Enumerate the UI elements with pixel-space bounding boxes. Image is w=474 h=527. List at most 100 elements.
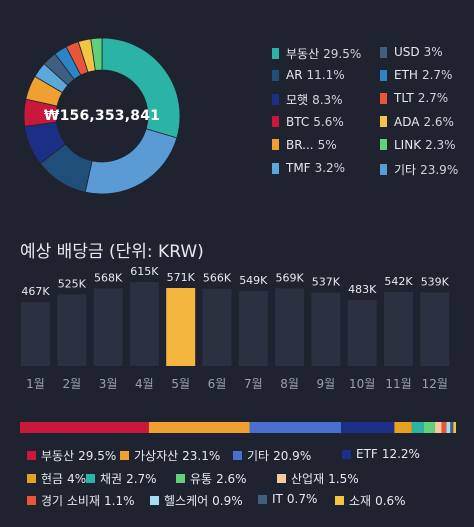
legend-label: 산업재 bbox=[291, 472, 325, 486]
month-tick-label: 3월 bbox=[99, 377, 118, 391]
legend-label: 기타 bbox=[394, 163, 417, 177]
legend-label: BR... bbox=[286, 137, 314, 152]
sector-stacked-bar bbox=[20, 422, 456, 433]
legend-percent: 2.7% bbox=[126, 471, 157, 486]
month-bar bbox=[238, 291, 268, 366]
legend-percent: 3.2% bbox=[314, 161, 346, 175]
sector-segment bbox=[441, 422, 447, 433]
legend-label: TMF bbox=[286, 161, 311, 175]
donut-legend-item: 모햇 8.3% bbox=[272, 91, 343, 108]
sector-segment bbox=[341, 422, 395, 433]
legend-swatch bbox=[86, 474, 95, 483]
legend-swatch bbox=[272, 116, 279, 128]
section-title: 예상 배당금 (단위: KRW) bbox=[20, 242, 204, 262]
bar-value-label: 566K bbox=[203, 272, 232, 285]
legend-swatch bbox=[272, 139, 279, 151]
bar-value-label: 549K bbox=[239, 274, 268, 287]
legend-label: USD bbox=[394, 45, 420, 59]
legend-percent: 23.9% bbox=[420, 162, 459, 177]
donut-legend-item: USD 3% bbox=[380, 45, 443, 59]
sector-segment bbox=[148, 422, 250, 433]
legend-swatch bbox=[120, 451, 129, 460]
legend-percent: 11.1% bbox=[306, 68, 345, 83]
legend-percent: 8.3% bbox=[312, 92, 343, 107]
legend-swatch bbox=[380, 164, 387, 175]
sector-legend-item: 산업재 1.5% bbox=[277, 470, 359, 487]
bar-value-label: 615K bbox=[130, 265, 159, 278]
donut-legend-item: 기타 23.9% bbox=[380, 161, 458, 178]
legend-percent: 23.1% bbox=[182, 448, 221, 463]
sector-segment bbox=[20, 422, 149, 433]
legend-swatch bbox=[27, 496, 36, 505]
month-tick-label: 1월 bbox=[26, 377, 45, 391]
month-tick-label: 2월 bbox=[62, 377, 81, 391]
legend-percent: 2.3% bbox=[425, 137, 456, 152]
legend-percent: 4% bbox=[67, 471, 87, 486]
legend-percent: 29.5% bbox=[78, 448, 117, 463]
donut-legend-item: ADA 2.6% bbox=[380, 115, 454, 129]
month-bar bbox=[384, 291, 413, 366]
sector-segment bbox=[394, 422, 412, 433]
sector-legend-item: 채권 2.7% bbox=[86, 470, 157, 487]
bar-value-label: 539K bbox=[421, 275, 450, 288]
legend-swatch bbox=[380, 139, 387, 151]
legend-swatch bbox=[272, 94, 279, 106]
legend-swatch bbox=[27, 474, 36, 483]
legend-swatch bbox=[380, 46, 387, 58]
legend-label: 부동산 bbox=[41, 449, 75, 463]
sector-legend-item: 현금 4% bbox=[27, 470, 86, 487]
donut-legend-item: 부동산 29.5% bbox=[272, 45, 361, 62]
legend-swatch bbox=[380, 69, 387, 81]
legend-percent: 12.2% bbox=[381, 447, 420, 461]
donut-legend-item: LINK 2.3% bbox=[380, 138, 456, 152]
sector-segment bbox=[249, 422, 342, 433]
legend-swatch bbox=[27, 451, 36, 460]
donut-legend-item: TLT 2.7% bbox=[380, 91, 448, 105]
month-bar bbox=[166, 288, 196, 366]
month-tick-label: 4월 bbox=[135, 377, 154, 391]
donut-total-label: ₩156,353,841 bbox=[43, 108, 161, 124]
legend-percent: 2.6% bbox=[216, 471, 247, 486]
legend-label: TLT bbox=[394, 91, 414, 106]
donut-legend-item: AR 11.1% bbox=[272, 68, 345, 82]
legend-label: 가상자산 bbox=[134, 449, 179, 463]
month-tick-label: 5월 bbox=[171, 377, 190, 391]
bar-value-label: 568K bbox=[94, 271, 123, 284]
legend-label: 부동산 bbox=[286, 47, 320, 61]
month-bar bbox=[93, 288, 123, 366]
sector-legend-item: 가상자산 23.1% bbox=[120, 447, 220, 464]
legend-label: 채권 bbox=[100, 472, 123, 486]
sector-segment bbox=[423, 422, 436, 433]
month-bar bbox=[202, 288, 232, 366]
month-bar bbox=[21, 302, 50, 366]
sector-legend-item: IT 0.7% bbox=[258, 492, 317, 506]
donut-svg bbox=[23, 37, 181, 195]
legend-label: 경기 소비재 bbox=[41, 494, 101, 508]
legend-label: 헬스케어 bbox=[164, 494, 209, 508]
legend-percent: 2.7% bbox=[417, 91, 449, 106]
legend-label: 소재 bbox=[349, 494, 372, 508]
legend-percent: 0.9% bbox=[212, 493, 243, 508]
bar-value-label: 483K bbox=[348, 283, 377, 296]
sector-legend-item: 소재 0.6% bbox=[335, 492, 406, 509]
sector-legend-item: ETF 12.2% bbox=[342, 447, 420, 461]
sector-segment bbox=[435, 422, 442, 433]
legend-label: ETH bbox=[394, 68, 418, 83]
legend-swatch bbox=[335, 496, 344, 505]
legend-swatch bbox=[176, 474, 185, 483]
legend-percent: 3% bbox=[423, 45, 443, 59]
bar-value-label: 571K bbox=[167, 271, 196, 284]
legend-percent: 1.5% bbox=[328, 471, 359, 486]
month-bar bbox=[347, 300, 377, 366]
month-tick-label: 12월 bbox=[422, 377, 448, 391]
month-bar bbox=[129, 282, 159, 366]
month-tick-label: 9월 bbox=[317, 377, 336, 391]
legend-percent: 0.7% bbox=[286, 492, 318, 506]
bar-value-label: 467K bbox=[21, 285, 50, 298]
donut-legend-item: BTC 5.6% bbox=[272, 115, 344, 129]
legend-label: 모햇 bbox=[286, 93, 309, 108]
legend-swatch bbox=[233, 451, 242, 460]
legend-percent: 20.9% bbox=[273, 448, 312, 463]
legend-swatch bbox=[258, 494, 267, 504]
legend-percent: 0.6% bbox=[375, 493, 406, 508]
